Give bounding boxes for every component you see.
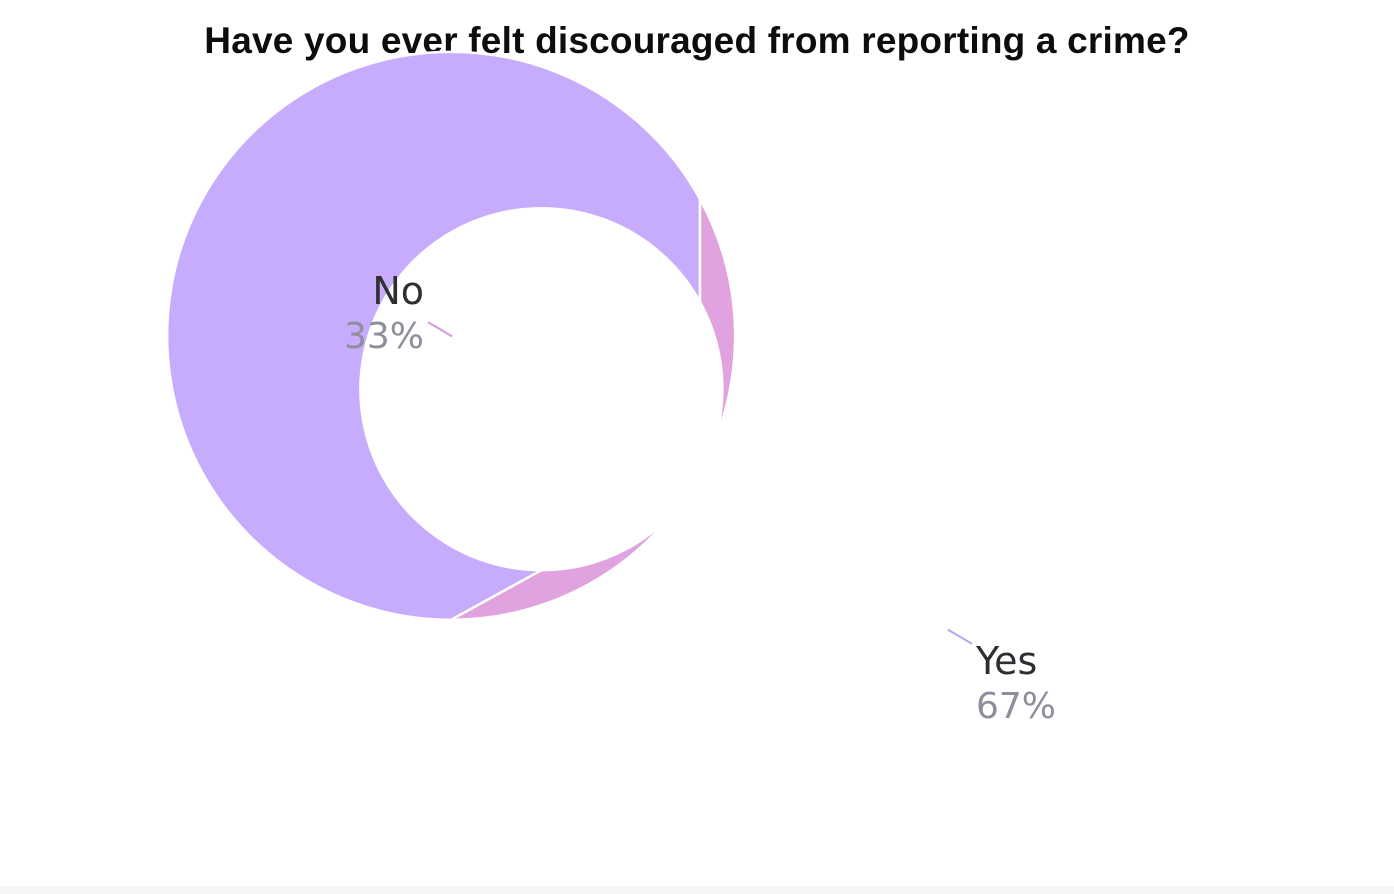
leader-line-yes bbox=[947, 628, 973, 645]
chart-title: Have you ever felt discouraged from repo… bbox=[204, 20, 1190, 61]
slice-value-no: 33% bbox=[344, 316, 424, 357]
slice-no[interactable] bbox=[450, 198, 737, 622]
slice-value-yes: 67% bbox=[976, 686, 1056, 727]
slices-layer bbox=[165, 50, 737, 622]
bottom-strip bbox=[0, 886, 1394, 894]
slice-yes[interactable] bbox=[165, 50, 702, 622]
leader-line-no bbox=[427, 321, 453, 338]
slice-label-yes: Yes bbox=[975, 639, 1037, 683]
slice-label-no: No bbox=[372, 269, 424, 313]
